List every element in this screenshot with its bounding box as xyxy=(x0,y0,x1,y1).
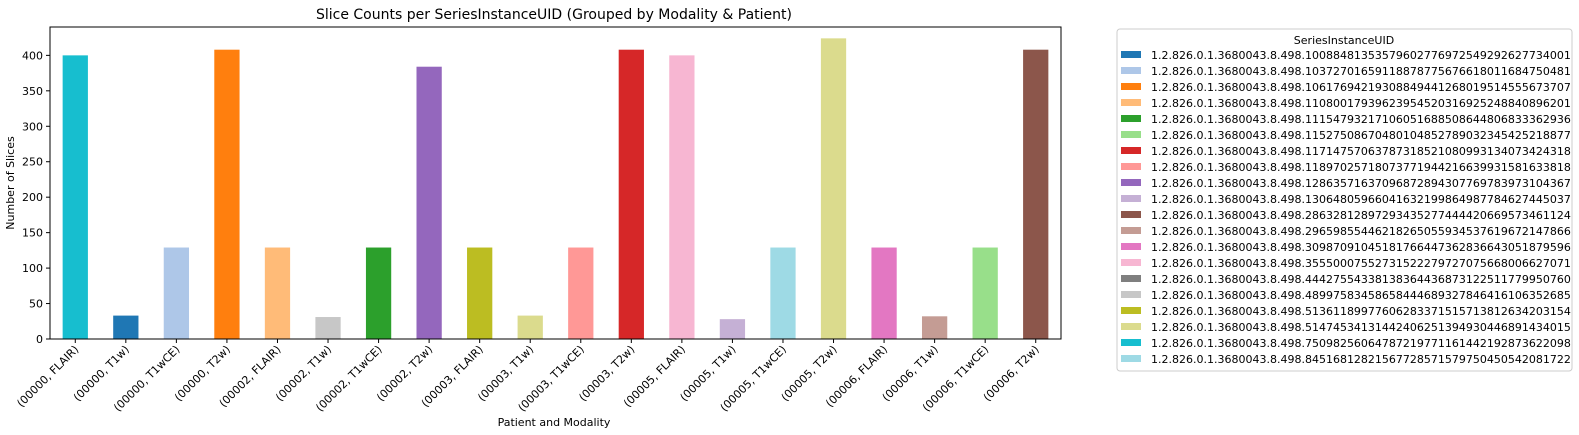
legend-entry: 1.2.826.0.1.3680043.8.498.29659855446218… xyxy=(1151,225,1571,238)
legend-entry: 1.2.826.0.1.3680043.8.498.12863571637096… xyxy=(1151,177,1571,190)
legend-swatch xyxy=(1121,83,1141,90)
legend-entry: 1.2.826.0.1.3680043.8.498.10617694219308… xyxy=(1151,81,1571,94)
legend-swatch xyxy=(1121,51,1141,58)
legend-swatch xyxy=(1121,179,1141,186)
bar xyxy=(264,247,291,339)
bar xyxy=(669,55,695,340)
bar xyxy=(467,247,493,339)
legend-swatch xyxy=(1121,323,1141,330)
y-tick-label: 350 xyxy=(22,85,43,98)
legend-entry: 1.2.826.0.1.3680043.8.498.48997583458658… xyxy=(1151,289,1571,302)
legend-entry: 1.2.826.0.1.3680043.8.498.13064805966041… xyxy=(1151,193,1571,206)
legend-entry: 1.2.826.0.1.3680043.8.498.10372701659118… xyxy=(1151,65,1571,78)
y-axis: 0 50 100 150 200 250 300 350 400 xyxy=(22,49,50,346)
legend-entry: 1.2.826.0.1.3680043.8.498.51361189977606… xyxy=(1151,305,1571,318)
legend-swatch xyxy=(1121,339,1141,346)
legend-swatch xyxy=(1121,195,1141,202)
y-tick-label: 300 xyxy=(22,120,43,133)
legend: SeriesInstanceUID 1.2.826.0.1.3680043.8.… xyxy=(1116,28,1573,372)
legend-swatch xyxy=(1121,243,1141,250)
legend-entry: 1.2.826.0.1.3680043.8.498.51474534131442… xyxy=(1151,321,1571,334)
bars-layer xyxy=(62,38,1049,340)
legend-entry: 1.2.826.0.1.3680043.8.498.10088481353579… xyxy=(1151,49,1571,62)
x-tick-label: (00000, FLAIR) xyxy=(14,343,81,410)
bar xyxy=(618,49,644,339)
legend-swatch xyxy=(1121,307,1141,314)
legend-entry: 1.2.826.0.1.3680043.8.498.11527508670480… xyxy=(1151,129,1571,142)
y-tick-label: 200 xyxy=(22,191,43,204)
legend-entry: 1.2.826.0.1.3680043.8.498.11080017939623… xyxy=(1151,97,1571,110)
legend-swatch xyxy=(1121,99,1141,106)
y-tick-label: 0 xyxy=(36,333,43,346)
x-axis-label: Patient and Modality xyxy=(498,416,611,429)
bar xyxy=(820,38,847,339)
bar xyxy=(921,316,948,339)
bar xyxy=(1023,49,1049,339)
legend-frame xyxy=(1116,28,1573,372)
bar xyxy=(719,319,746,339)
legend-swatch xyxy=(1121,355,1141,362)
legend-title: SeriesInstanceUID xyxy=(1294,34,1394,47)
legend-entry: 1.2.826.0.1.3680043.8.498.30987091045181… xyxy=(1151,241,1571,254)
legend-swatch xyxy=(1121,131,1141,138)
y-tick-label: 100 xyxy=(22,262,43,275)
legend-swatch xyxy=(1121,259,1141,266)
legend-entry: 1.2.826.0.1.3680043.8.498.75098256064787… xyxy=(1151,337,1571,350)
bar xyxy=(871,247,897,339)
y-tick-label: 50 xyxy=(29,298,43,311)
bar xyxy=(214,49,240,339)
legend-swatch xyxy=(1121,115,1141,122)
legend-entry: 1.2.826.0.1.3680043.8.498.28632812897293… xyxy=(1151,209,1571,222)
bar xyxy=(568,247,594,339)
bar xyxy=(113,315,139,339)
chart-title: Slice Counts per SeriesInstanceUID (Grou… xyxy=(316,7,792,23)
legend-entry: 1.2.826.0.1.3680043.8.498.11897025718073… xyxy=(1151,161,1571,174)
bar xyxy=(315,317,341,339)
legend-entry: 1.2.826.0.1.3680043.8.498.11154793217106… xyxy=(1151,113,1571,126)
legend-swatch xyxy=(1121,275,1141,282)
y-tick-label: 150 xyxy=(22,227,43,240)
legend-swatch xyxy=(1121,147,1141,154)
bar xyxy=(770,247,796,339)
legend-swatch xyxy=(1121,227,1141,234)
legend-entry: 1.2.826.0.1.3680043.8.498.84516812821567… xyxy=(1151,353,1571,366)
legend-entry: 1.2.826.0.1.3680043.8.498.44427554338138… xyxy=(1151,273,1571,286)
legend-entry: 1.2.826.0.1.3680043.8.498.11714757063787… xyxy=(1151,145,1571,158)
legend-swatch xyxy=(1121,67,1141,74)
legend-swatch xyxy=(1121,211,1141,218)
legend-swatch xyxy=(1121,291,1141,298)
bar xyxy=(62,55,88,340)
bar xyxy=(517,315,543,339)
plot-frame xyxy=(49,26,1062,340)
x-axis: (00000, FLAIR)(00000, T1w)(00000, T1wCE)… xyxy=(14,339,1042,414)
y-tick-label: 400 xyxy=(22,49,43,62)
legend-swatch xyxy=(1121,163,1141,170)
legend-entry: 1.2.826.0.1.3680043.8.498.35550007552731… xyxy=(1151,257,1571,270)
bar xyxy=(972,247,998,339)
bar xyxy=(416,66,442,340)
bar xyxy=(365,247,392,339)
bar xyxy=(163,247,190,339)
y-axis-label: Number of Slices xyxy=(4,136,17,230)
y-tick-label: 250 xyxy=(22,156,43,169)
